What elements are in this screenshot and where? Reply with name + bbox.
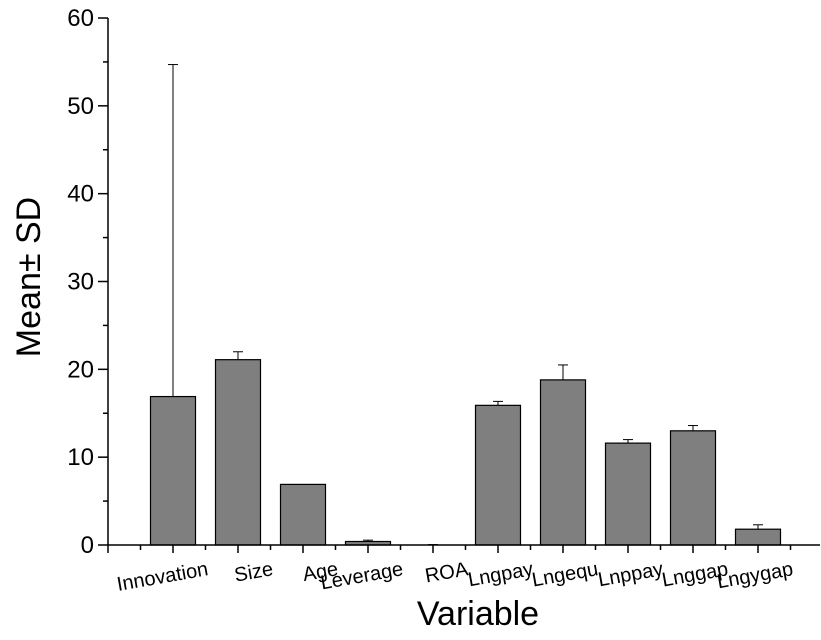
x-tick-label: Lngpay (466, 558, 534, 591)
x-tick-label: Innovation (115, 558, 210, 596)
axes-layer (98, 17, 820, 553)
bar (734, 528, 782, 546)
y-tick-label: 10 (67, 444, 94, 471)
x-tick-label: Lnppay (596, 558, 664, 591)
bars-layer (149, 64, 782, 546)
y-tick-label: 0 (81, 532, 94, 559)
x-axis-title: Variable (417, 595, 539, 633)
bar (149, 395, 197, 546)
y-tick-label: 40 (67, 181, 94, 208)
x-tick-label: ROA (423, 558, 470, 587)
x-tick-label: Size (233, 558, 275, 586)
x-tick-label: Lngequ (530, 558, 600, 591)
bar (214, 359, 262, 546)
bar (279, 483, 327, 546)
bar (669, 430, 717, 546)
y-tick-label: 30 (67, 269, 94, 296)
y-tick-label: 20 (67, 356, 94, 383)
y-axis-title: Mean± SD (10, 197, 48, 357)
bar (539, 379, 587, 546)
y-tick-labels: 0 10 20 30 40 50 60 (67, 5, 94, 559)
bar (474, 404, 522, 546)
y-tick-label: 50 (67, 93, 94, 120)
y-tick-label: 60 (67, 5, 94, 32)
bar (604, 442, 652, 546)
x-tick-label: Lngygap (715, 558, 794, 593)
